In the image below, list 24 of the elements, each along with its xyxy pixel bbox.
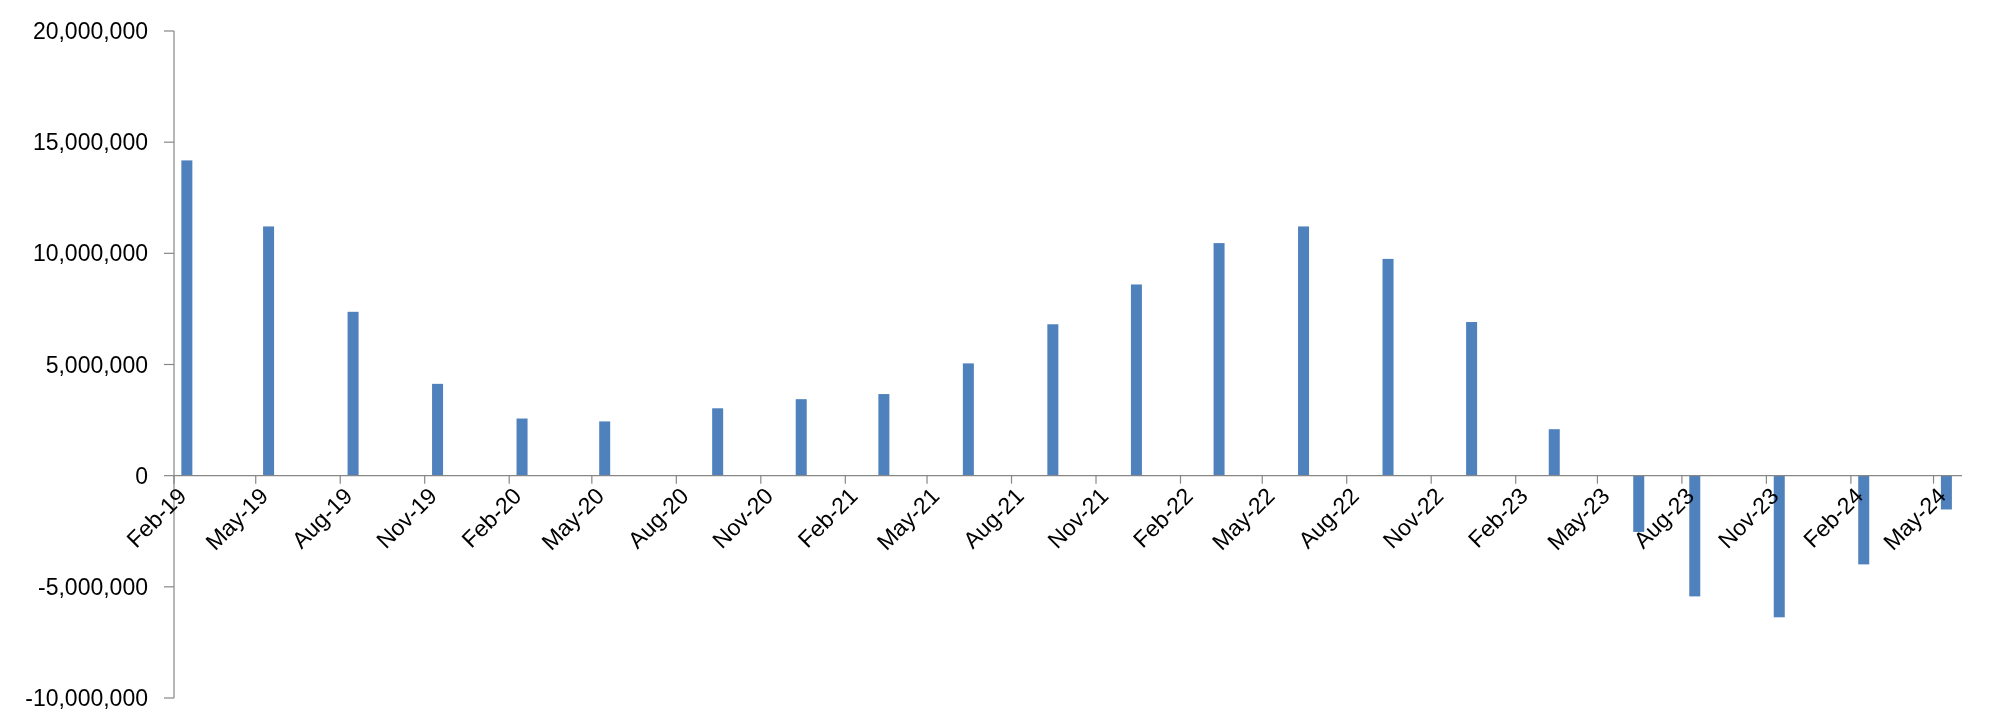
bar <box>347 311 359 476</box>
y-tick-label: 5,000,000 <box>45 351 148 378</box>
bar <box>599 421 611 476</box>
bar <box>1548 429 1560 476</box>
y-tick-label: 15,000,000 <box>32 129 148 156</box>
bar <box>1466 322 1478 476</box>
bar <box>181 160 193 476</box>
bar <box>795 399 807 476</box>
bar <box>878 394 890 476</box>
bar <box>962 363 974 476</box>
y-tick-label: 0 <box>135 462 148 489</box>
bar <box>516 418 528 476</box>
bar <box>1382 258 1394 476</box>
bar <box>1298 226 1310 476</box>
y-tick-label: -10,000,000 <box>25 685 148 712</box>
bar <box>1213 243 1225 476</box>
bar <box>263 226 275 476</box>
bar <box>1130 284 1142 476</box>
bar <box>712 408 724 476</box>
y-tick-label: 10,000,000 <box>32 240 148 267</box>
bar <box>432 383 444 476</box>
y-tick-label: -5,000,000 <box>38 573 148 600</box>
y-tick-label: 20,000,000 <box>32 18 148 45</box>
bar <box>1047 324 1059 476</box>
